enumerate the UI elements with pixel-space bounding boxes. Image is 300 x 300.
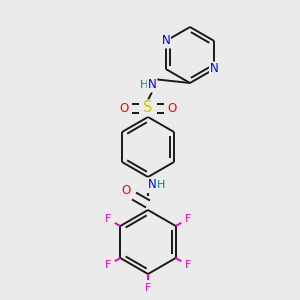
Text: F: F <box>185 214 191 224</box>
Text: F: F <box>185 260 191 270</box>
Text: F: F <box>145 284 151 293</box>
Text: H: H <box>157 180 165 190</box>
Text: F: F <box>105 214 111 224</box>
Text: N: N <box>161 34 170 47</box>
Text: O: O <box>119 101 129 115</box>
Text: N: N <box>148 178 156 191</box>
Text: N: N <box>210 62 219 76</box>
Text: F: F <box>105 260 111 270</box>
Text: O: O <box>122 184 130 196</box>
Text: H: H <box>140 80 148 90</box>
Text: O: O <box>167 101 177 115</box>
Text: N: N <box>148 79 156 92</box>
Text: S: S <box>143 100 153 116</box>
